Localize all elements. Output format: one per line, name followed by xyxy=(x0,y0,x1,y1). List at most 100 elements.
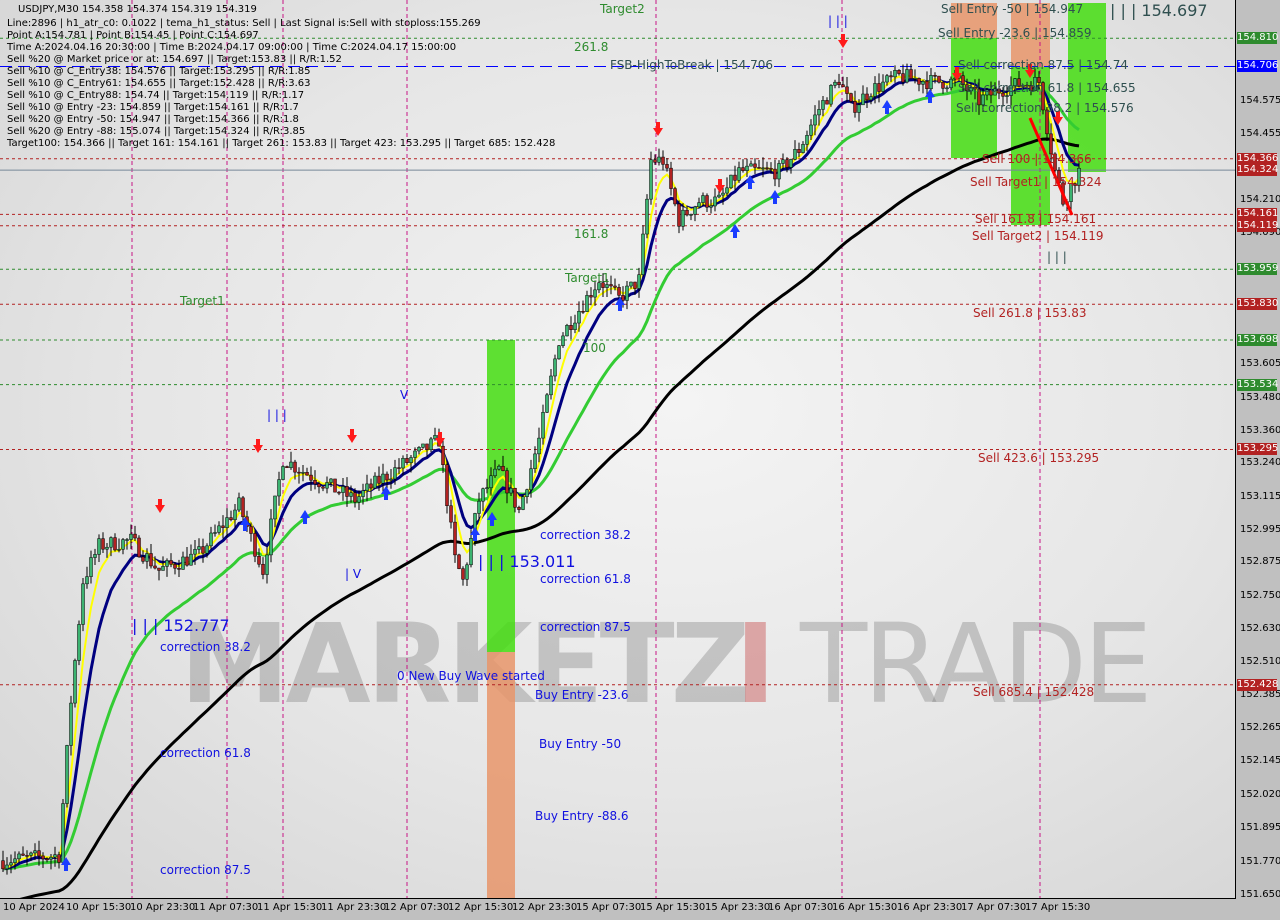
candle xyxy=(985,89,989,96)
candle xyxy=(85,576,89,585)
candle xyxy=(853,101,857,113)
chart-annotation: Sell correction 38.2 | 154.576 xyxy=(956,101,1134,115)
price-level-badge: 154.324 xyxy=(1237,164,1279,177)
chart-annotation: Sell Entry -23.6 | 154.859 xyxy=(938,26,1092,40)
candle xyxy=(833,81,837,86)
candle xyxy=(325,482,329,489)
candle xyxy=(217,525,221,533)
chart-annotation: 100 xyxy=(583,341,606,355)
chart-title: USDJPY,M30 154.358 154.374 154.319 154.3… xyxy=(18,4,257,15)
price-level-badge: 152.428 xyxy=(1237,678,1279,691)
candle xyxy=(533,453,537,469)
sell-arrow-icon xyxy=(253,439,263,453)
x-tick-label: 12 Apr 07:30 xyxy=(384,902,450,913)
candle xyxy=(117,549,121,551)
y-tick-label: 154.575 xyxy=(1240,95,1280,106)
candle xyxy=(137,537,141,558)
candle xyxy=(73,660,77,704)
chart-annotation: correction 38.2 xyxy=(540,528,631,542)
candle xyxy=(621,295,625,301)
candle xyxy=(553,358,557,377)
y-tick-label: 151.895 xyxy=(1240,822,1280,834)
candle xyxy=(977,88,981,106)
candle xyxy=(741,167,745,171)
candle xyxy=(337,491,341,494)
y-tick-label: 152.875 xyxy=(1240,556,1280,568)
candle xyxy=(153,565,157,569)
candle xyxy=(845,86,849,94)
candle xyxy=(229,517,233,521)
candle xyxy=(497,465,501,470)
candle xyxy=(381,473,385,484)
candle xyxy=(333,478,337,493)
candle xyxy=(1053,153,1057,171)
candle xyxy=(881,81,885,92)
info-line: Line:2896 | h1_atr_c0: 0.1022 | tema_h1_… xyxy=(7,18,481,29)
candle xyxy=(529,468,533,490)
candle xyxy=(405,458,409,463)
candle xyxy=(825,100,829,105)
candle xyxy=(349,492,353,497)
y-tick-label: 152.995 xyxy=(1240,523,1280,535)
candle xyxy=(209,532,213,547)
candle xyxy=(721,192,725,196)
candle xyxy=(109,537,113,548)
price-level-badge: 153.534 xyxy=(1237,378,1279,391)
candle xyxy=(705,195,709,208)
buy-arrow-icon xyxy=(615,297,625,311)
candle xyxy=(129,533,133,540)
chart-annotation: correction 87.5 xyxy=(540,620,631,634)
candle xyxy=(645,198,649,235)
candle xyxy=(249,526,253,534)
buy-arrow-icon xyxy=(925,89,935,103)
candle xyxy=(841,84,845,88)
buy-arrow-icon xyxy=(470,527,480,541)
candle xyxy=(737,167,741,181)
buy-arrow-icon xyxy=(882,100,892,114)
candle xyxy=(725,187,729,194)
chart-annotation: Sell correction 87.5 | 154.74 xyxy=(958,58,1128,72)
candle xyxy=(1001,92,1005,97)
x-tick-label: 11 Apr 15:30 xyxy=(257,902,323,913)
candle xyxy=(965,84,969,92)
candle xyxy=(1041,82,1045,111)
candle xyxy=(625,285,629,301)
info-line: Time A:2024.04.16 20:30:00 | Time B:2024… xyxy=(7,42,457,53)
chart-annotation: correction 38.2 xyxy=(160,640,251,654)
candle xyxy=(665,164,669,169)
chart-plot-area[interactable]: MARKETZ I TRADE USDJPY,M30 154.358 154.3… xyxy=(0,0,1236,899)
info-line: Sell %10 @ C_Entry88: 154.74 || Target:1… xyxy=(7,90,305,101)
chart-annotation: 161.8 xyxy=(574,227,609,241)
candle xyxy=(777,163,781,180)
candle xyxy=(1073,183,1077,186)
x-tick-label: 12 Apr 23:30 xyxy=(512,902,578,913)
y-tick-label: 152.020 xyxy=(1240,788,1280,800)
buy-arrow-icon xyxy=(381,486,391,500)
x-tick-label: 10 Apr 2024 xyxy=(3,902,65,913)
candle xyxy=(873,83,877,97)
sell-arrow-icon xyxy=(435,432,445,446)
candle xyxy=(569,325,573,330)
candle xyxy=(89,557,93,577)
candle xyxy=(617,287,621,296)
x-tick-label: 16 Apr 15:30 xyxy=(832,902,898,913)
candle xyxy=(369,483,373,489)
candle xyxy=(201,546,205,554)
candle xyxy=(685,209,689,216)
candle xyxy=(321,486,325,489)
y-tick-label: 152.510 xyxy=(1240,655,1280,667)
candle xyxy=(81,583,85,625)
sell-arrow-icon xyxy=(347,429,357,443)
candle xyxy=(65,745,69,804)
candle xyxy=(377,475,381,484)
candle xyxy=(517,507,521,510)
candle xyxy=(113,537,117,551)
candle xyxy=(449,505,453,523)
candle xyxy=(373,475,377,489)
candle xyxy=(809,124,813,136)
candle xyxy=(425,443,429,451)
chart-annotation: | | | 152.777 xyxy=(132,616,230,635)
candle xyxy=(421,443,425,448)
candle xyxy=(581,310,585,313)
candle xyxy=(765,167,769,170)
